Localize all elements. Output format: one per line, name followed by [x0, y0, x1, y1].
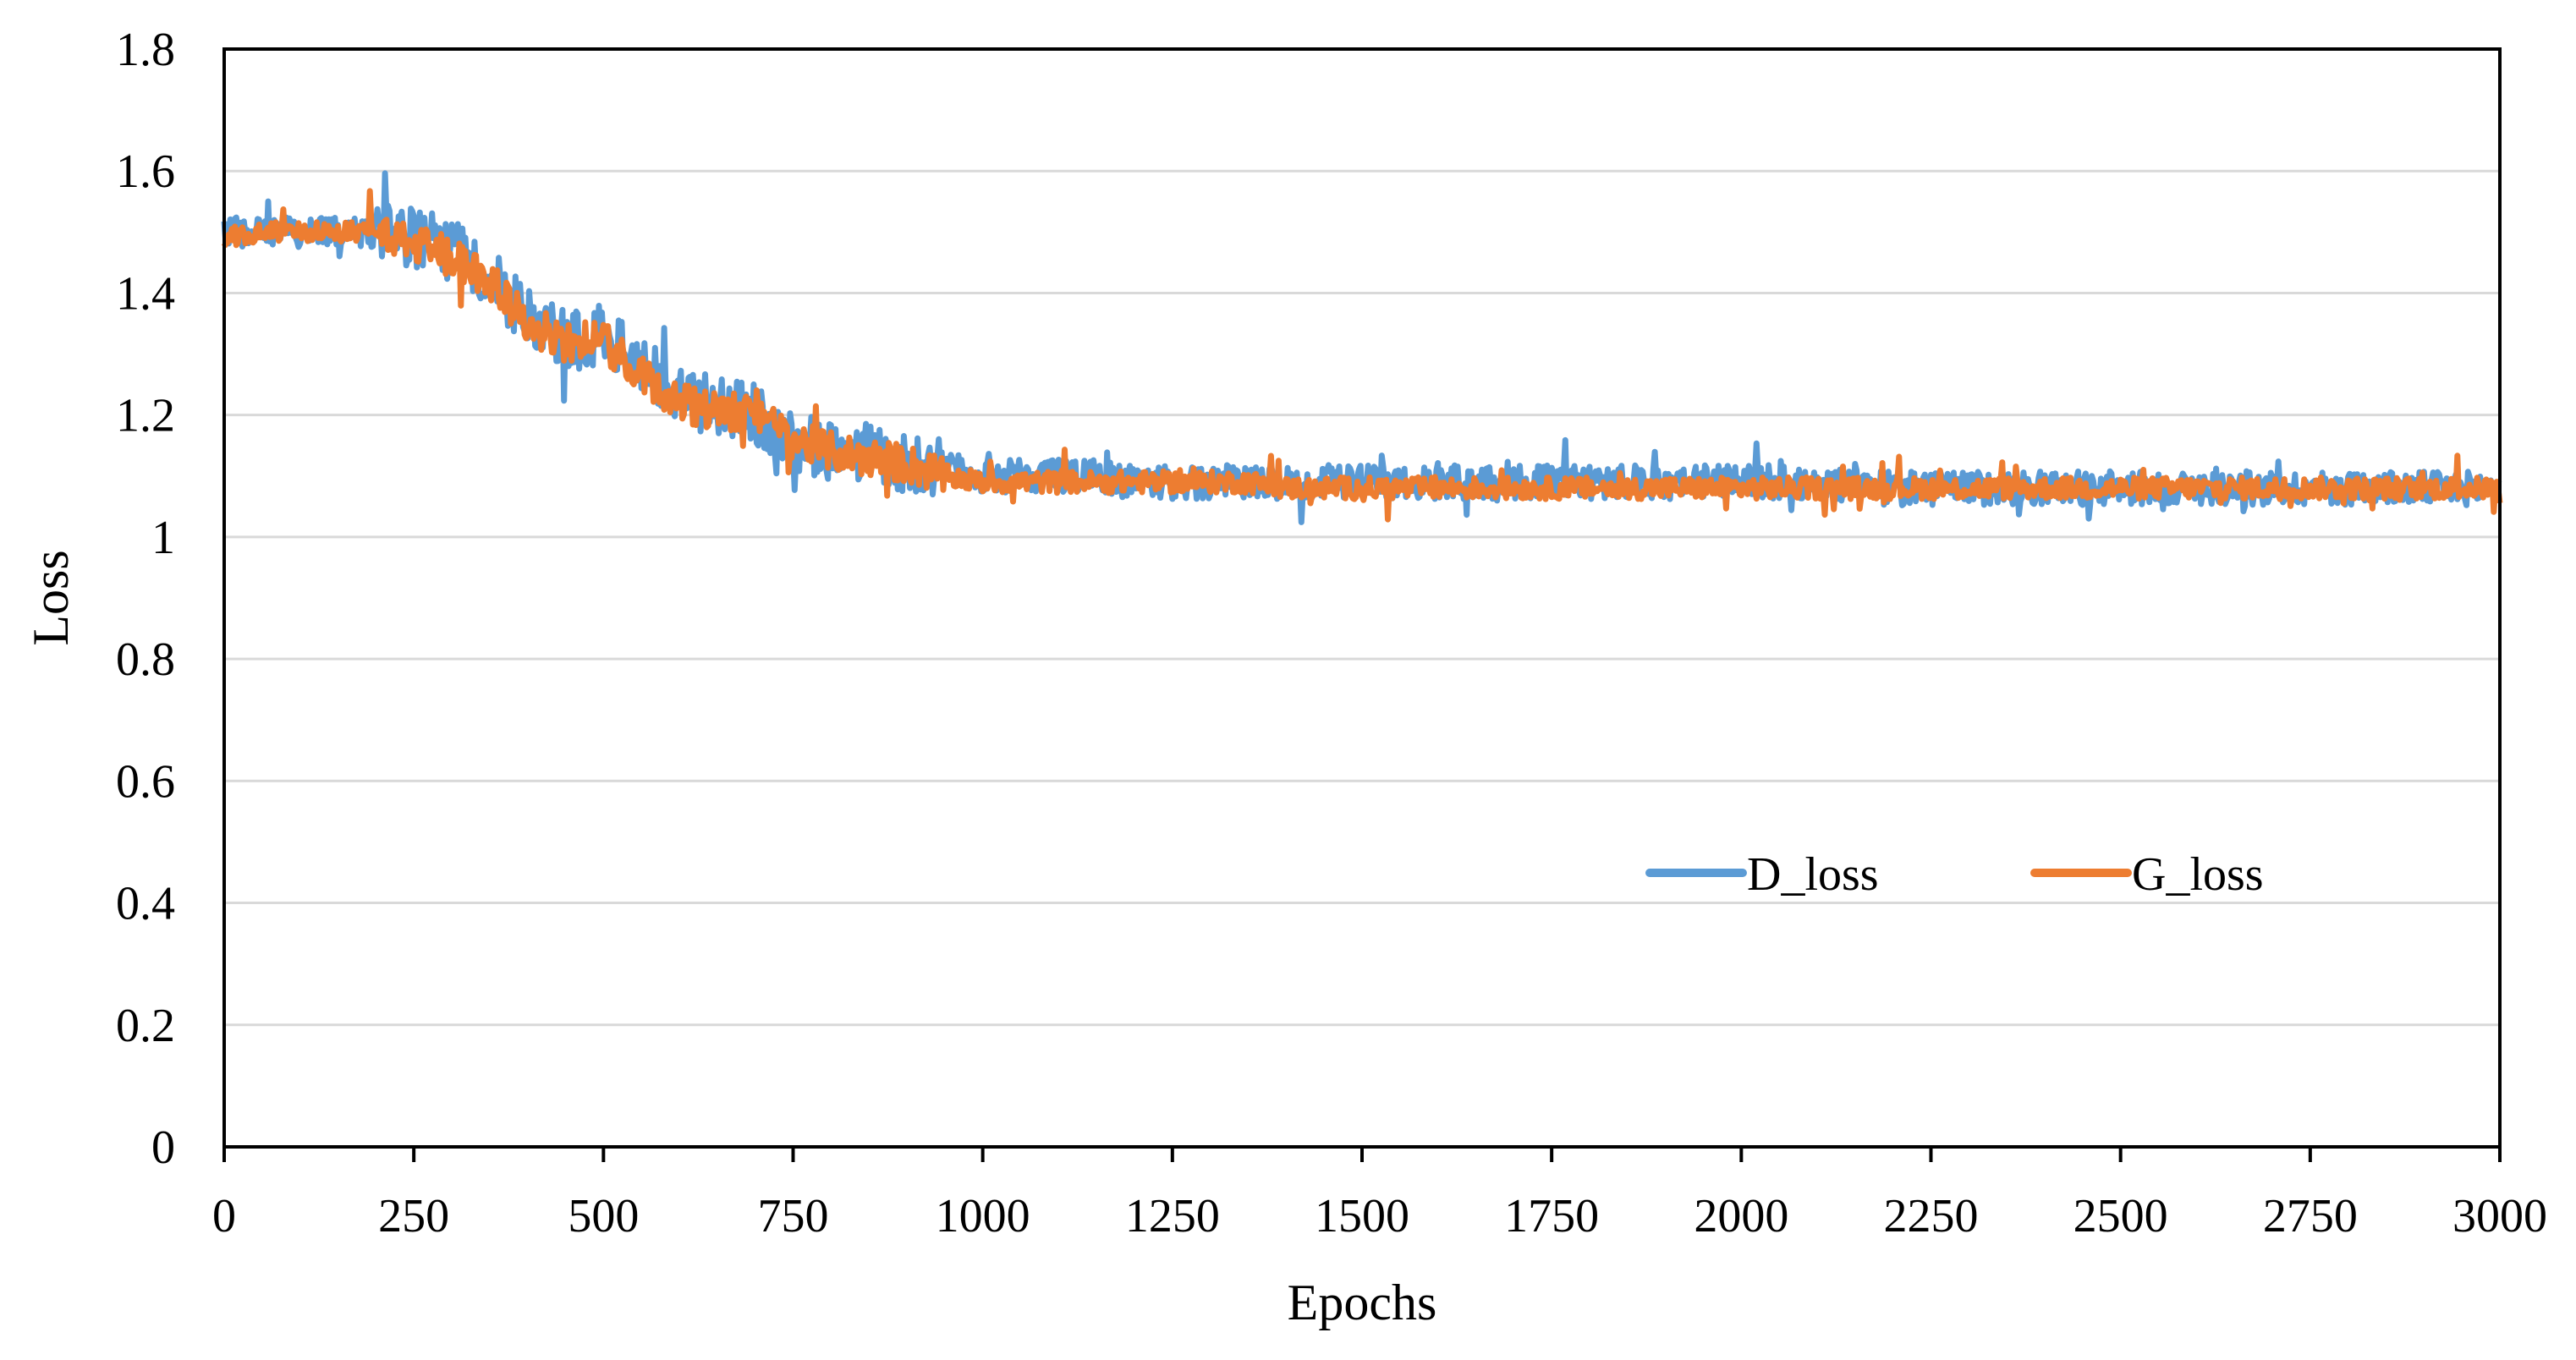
y-tick-label: 0.2	[116, 1000, 175, 1052]
y-tick-label: 1	[151, 512, 175, 564]
x-axis-title: Epochs	[1288, 1275, 1437, 1330]
legend-label-g-loss: G_loss	[2132, 848, 2264, 901]
series-lines	[221, 170, 2503, 525]
y-tick-labels: 0 0.2 0.4 0.6 0.8 1 1.2 1.4 1.6 1.8	[116, 24, 175, 1174]
y-tick-label: 0.6	[116, 755, 175, 808]
x-tick-label: 1750	[1504, 1190, 1599, 1242]
x-tick-label: 250	[378, 1190, 449, 1242]
x-tick-label: 2750	[2263, 1190, 2358, 1242]
x-tick-label: 2000	[1694, 1190, 1788, 1242]
x-tick-label: 750	[758, 1190, 829, 1242]
y-tick-label: 0	[151, 1121, 175, 1174]
y-tick-label: 1.6	[116, 145, 175, 198]
y-tick-label: 1.4	[116, 267, 175, 320]
x-tick-label: 2500	[2073, 1190, 2168, 1242]
y-tick-label: 0.4	[116, 878, 175, 930]
x-tick-label: 1000	[936, 1190, 1030, 1242]
legend-label-d-loss: D_loss	[1747, 848, 1879, 901]
x-tick-label: 1500	[1315, 1190, 1409, 1242]
legend: D_loss G_loss	[1645, 848, 2264, 901]
x-tick-label: 3000	[2452, 1190, 2547, 1242]
y-axis-title: Loss	[23, 550, 79, 645]
plot-frame	[222, 47, 2502, 1149]
x-tick-label: 500	[568, 1190, 639, 1242]
y-tick-label: 1.8	[116, 24, 175, 76]
y-tick-label: 1.2	[116, 390, 175, 442]
y-tick-label: 0.8	[116, 633, 175, 686]
x-tick-label: 0	[212, 1190, 236, 1242]
x-tick-label: 1250	[1125, 1190, 1220, 1242]
series-line-g-loss	[221, 188, 2503, 523]
x-tick-labels: 0 250 500 750 1000 1250 1500 1750 2000 2250 2500 27…	[212, 1147, 2547, 1242]
x-tick-label: 2250	[1884, 1190, 1979, 1242]
